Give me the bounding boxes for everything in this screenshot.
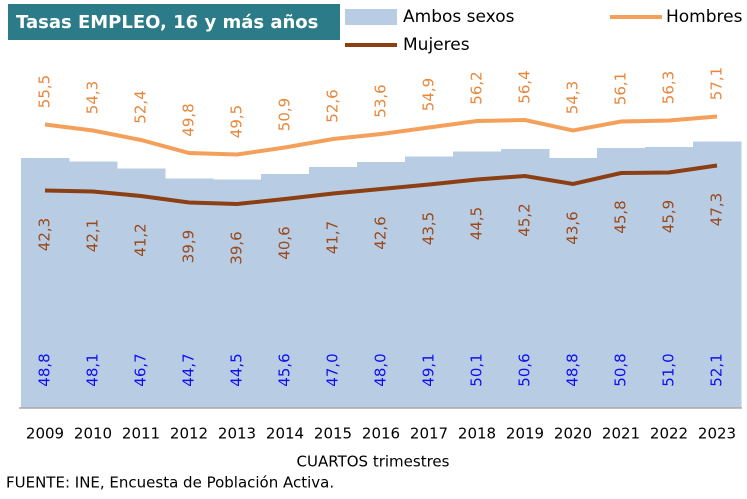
area-step	[405, 156, 454, 408]
title-box	[8, 4, 340, 40]
value-label: 54,3	[84, 81, 102, 114]
area-step	[21, 158, 70, 408]
source: FUENTE: INE, Encuesta de Población Activ…	[6, 474, 334, 492]
value-label: 43,6	[564, 211, 582, 244]
value-label: 46,7	[132, 353, 150, 386]
value-label: 42,6	[372, 216, 390, 249]
area-step	[597, 148, 646, 408]
value-label: 55,5	[36, 75, 54, 108]
value-label: 56,1	[612, 72, 630, 105]
value-label: 45,8	[612, 200, 630, 233]
area-step	[501, 149, 550, 408]
x-tick-label: 2022	[650, 425, 688, 443]
value-label: 56,3	[660, 71, 678, 104]
area-step	[165, 178, 214, 408]
area-step	[213, 179, 262, 408]
value-label: 48,1	[84, 353, 102, 386]
value-label: 50,8	[612, 353, 630, 386]
x-tick-label: 2009	[26, 425, 64, 443]
value-label: 47,0	[324, 353, 342, 386]
x-tick-label: 2014	[266, 425, 304, 443]
value-label: 41,2	[132, 223, 150, 256]
value-label: 42,3	[36, 218, 54, 251]
value-label: 52,4	[132, 90, 150, 123]
x-tick-label: 2010	[74, 425, 112, 443]
x-tick-label: 2018	[458, 425, 496, 443]
value-label: 56,4	[516, 70, 534, 103]
x-tick-label: 2016	[362, 425, 400, 443]
legend-label: Hombres	[666, 7, 743, 27]
chart-title: Tasas EMPLEO, 16 y más años	[16, 12, 318, 33]
line	[44, 163, 718, 207]
value-label: 49,1	[420, 353, 438, 386]
area-step	[549, 158, 598, 408]
value-label: 50,6	[516, 353, 534, 386]
x-axis-label: CUARTOS trimestres	[297, 453, 450, 471]
value-label: 49,8	[180, 103, 198, 136]
x-tick-label: 2020	[554, 425, 592, 443]
legend-label: Ambos sexos	[403, 7, 515, 27]
area-step	[69, 161, 118, 408]
value-label: 43,5	[420, 212, 438, 245]
value-label: 54,9	[420, 78, 438, 111]
area-step	[309, 167, 358, 408]
value-label: 40,6	[276, 226, 294, 259]
x-tick-label: 2011	[122, 425, 160, 443]
legend-swatch	[345, 9, 397, 25]
value-label: 50,1	[468, 353, 486, 386]
line	[44, 114, 718, 157]
value-label: 48,0	[372, 353, 390, 386]
value-label: 50,9	[276, 98, 294, 131]
x-tick-label: 2023	[698, 425, 736, 443]
value-label: 52,1	[708, 353, 726, 386]
area-step	[357, 162, 406, 408]
value-label: 56,2	[468, 71, 486, 104]
x-tick-label: 2019	[506, 425, 544, 443]
value-label: 53,6	[372, 84, 390, 117]
area-step	[261, 174, 310, 408]
value-label: 49,5	[228, 105, 246, 138]
value-label: 52,6	[324, 89, 342, 122]
area-step	[645, 147, 694, 408]
value-label: 39,9	[180, 230, 198, 263]
area-step	[117, 168, 166, 408]
value-label: 51,0	[660, 353, 678, 386]
x-tick-label: 2021	[602, 425, 640, 443]
value-label: 45,2	[516, 203, 534, 236]
legend-label: Mujeres	[403, 35, 470, 55]
value-label: 57,1	[708, 67, 726, 100]
value-label: 44,5	[228, 353, 246, 386]
value-label: 45,9	[660, 200, 678, 233]
value-label: 39,6	[228, 231, 246, 264]
value-label: 44,5	[468, 207, 486, 240]
value-label: 44,7	[180, 353, 198, 386]
value-label: 48,8	[564, 353, 582, 386]
area-step	[453, 151, 502, 408]
x-tick-label: 2012	[170, 425, 208, 443]
plot: 2009 2010 2011 2012 2013 2014 2015 2016 2017 2018…	[19, 67, 742, 443]
value-label: 45,6	[276, 353, 294, 386]
x-tick-label: 2015	[314, 425, 352, 443]
value-label: 42,1	[84, 219, 102, 252]
value-label: 48,8	[36, 353, 54, 386]
value-label: 41,7	[324, 221, 342, 254]
area-step	[693, 141, 742, 408]
x-tick-label: 2013	[218, 425, 256, 443]
x-tick-label: 2017	[410, 425, 448, 443]
value-label: 54,3	[564, 81, 582, 114]
value-label: 47,3	[708, 193, 726, 226]
